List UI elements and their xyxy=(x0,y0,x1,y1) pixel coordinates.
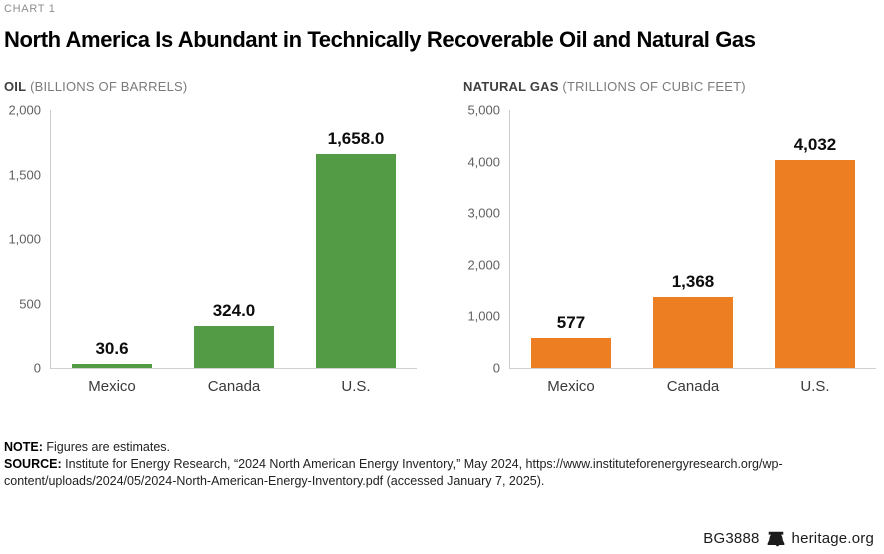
oil-chart-title: OIL xyxy=(4,79,27,94)
oil-plot: 0 500 1,000 1,500 2,000 30.6 324.0 1,658.0 xyxy=(4,103,417,376)
notes-block: NOTE: Figures are estimates. SOURCE: Ins… xyxy=(4,439,876,490)
source-label: SOURCE: xyxy=(4,457,62,471)
natural-gas-chart: NATURAL GAS (TRILLIONS OF CUBIC FEET) 0 1… xyxy=(463,79,876,395)
y-tick-label: 4,000 xyxy=(467,154,500,170)
category-label: U.S. xyxy=(341,378,371,395)
bar-slot-us: 4,032 xyxy=(755,110,876,368)
bar-value-label: 4,032 xyxy=(793,134,837,154)
bar-us xyxy=(774,159,855,368)
note-line: NOTE: Figures are estimates. xyxy=(4,439,876,456)
bar-mexico xyxy=(530,338,611,368)
oil-category-axis: Mexico Canada U.S. xyxy=(51,378,417,395)
oil-chart-units: (BILLIONS OF BARRELS) xyxy=(30,79,188,94)
y-tick-label: 1,000 xyxy=(467,308,500,324)
y-tick-label: 1,000 xyxy=(8,231,41,247)
y-tick-label: 3,000 xyxy=(467,205,500,221)
gas-chart-title: NATURAL GAS xyxy=(463,79,559,94)
y-tick-label: 2,000 xyxy=(8,102,41,118)
bar-slot-mexico: 30.6 xyxy=(52,110,173,368)
gas-plot: 0 1,000 2,000 3,000 4,000 5,000 577 1,368 4,032 xyxy=(463,103,876,376)
liberty-bell-icon xyxy=(767,531,784,546)
gas-chart-heading: NATURAL GAS (TRILLIONS OF CUBIC FEET) xyxy=(463,79,876,94)
category-label: Mexico xyxy=(88,378,136,395)
y-tick-label: 1,500 xyxy=(8,167,41,182)
gas-y-axis: 0 1,000 2,000 3,000 4,000 5,000 xyxy=(463,103,509,376)
report-id: BG3888 xyxy=(703,530,760,547)
y-tick-label: 2,000 xyxy=(467,257,500,273)
note-text: Figures are estimates. xyxy=(46,440,171,454)
oil-plot-area: 30.6 324.0 1,658.0 xyxy=(50,110,417,369)
bar-us xyxy=(315,154,396,368)
category-label: U.S. xyxy=(800,378,830,395)
gas-category-axis: Mexico Canada U.S. xyxy=(510,378,876,395)
chart-page: CHART 1 North America Is Abundant in Tec… xyxy=(4,3,876,490)
oil-chart: OIL (BILLIONS OF BARRELS) 0 500 1,000 1,500… xyxy=(4,79,417,395)
page-title: North America Is Abundant in Technically… xyxy=(4,27,756,52)
bar-canada xyxy=(193,326,274,368)
bar-value-label: 324.0 xyxy=(212,301,256,321)
bar-value-label: 1,368 xyxy=(671,272,715,292)
oil-chart-heading: OIL (BILLIONS OF BARRELS) xyxy=(4,79,417,94)
chart-kicker: CHART 1 xyxy=(4,3,56,15)
bar-value-label: 30.6 xyxy=(95,339,129,359)
footer-site: heritage.org xyxy=(791,530,874,547)
source-line: SOURCE: Institute for Energy Research, “… xyxy=(4,456,876,490)
category-label: Mexico xyxy=(547,378,595,395)
charts-row: OIL (BILLIONS OF BARRELS) 0 500 1,000 1,500… xyxy=(4,79,876,395)
y-tick-label: 0 xyxy=(492,360,500,376)
bar-value-label: 1,658.0 xyxy=(327,129,385,149)
oil-y-axis: 0 500 1,000 1,500 2,000 xyxy=(4,103,50,376)
category-label: Canada xyxy=(666,378,720,395)
bar-slot-canada: 1,368 xyxy=(633,110,754,368)
y-tick-label: 500 xyxy=(19,296,41,311)
bar-value-label: 577 xyxy=(556,313,586,333)
bar-slot-us: 1,658.0 xyxy=(296,110,417,368)
bar-mexico xyxy=(71,364,152,368)
gas-plot-area: 577 1,368 4,032 xyxy=(509,110,876,369)
footer: BG3888 heritage.org xyxy=(703,530,874,547)
source-text: Institute for Energy Research, “2024 Nor… xyxy=(4,457,783,488)
bar-slot-canada: 324.0 xyxy=(174,110,295,368)
note-label: NOTE: xyxy=(4,440,43,454)
y-tick-label: 0 xyxy=(33,360,41,376)
bar-canada xyxy=(652,297,733,368)
gas-chart-units: (TRILLIONS OF CUBIC FEET) xyxy=(562,79,746,94)
bar-slot-mexico: 577 xyxy=(511,110,632,368)
y-tick-label: 5,000 xyxy=(467,102,500,118)
category-label: Canada xyxy=(207,378,261,395)
